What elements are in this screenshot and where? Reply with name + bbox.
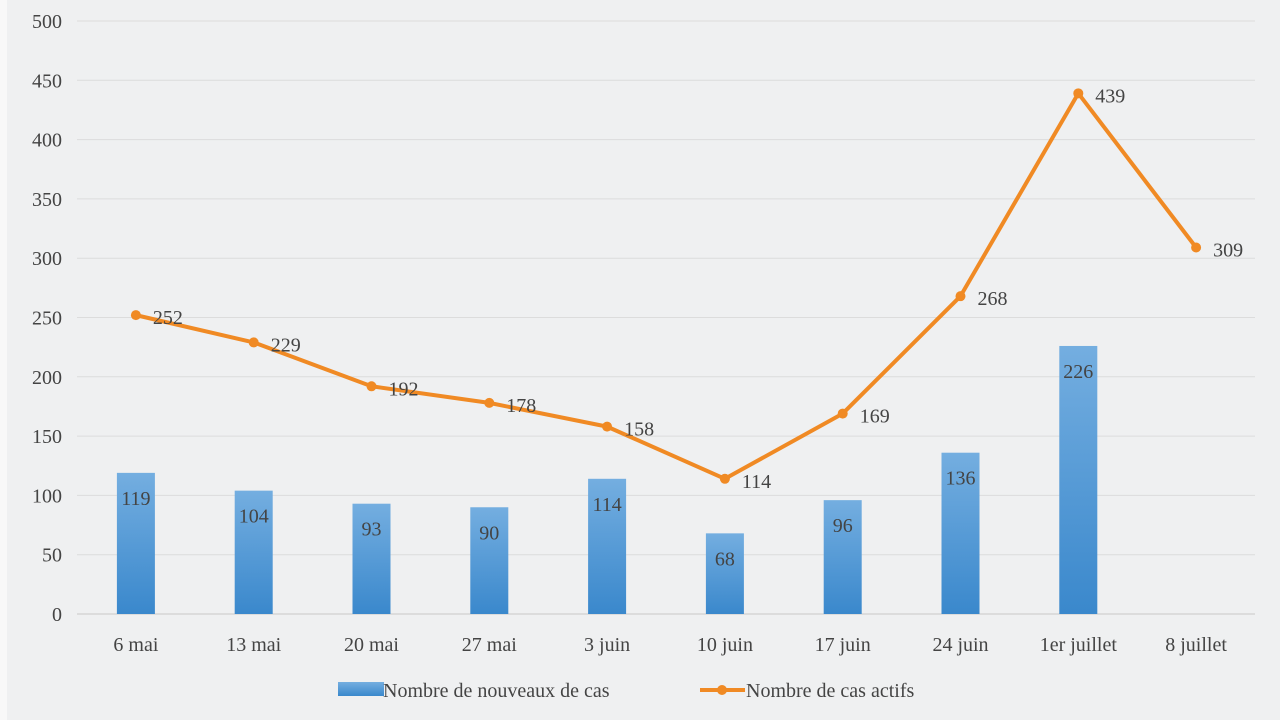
- line-data-label: 268: [978, 288, 1008, 310]
- x-tick-label: 24 juin: [932, 634, 988, 656]
- bar-data-label: 90: [479, 522, 499, 544]
- line-point: [1191, 242, 1202, 253]
- line-data-label: 158: [624, 419, 654, 441]
- y-tick-label: 450: [32, 70, 62, 92]
- x-tick-label: 1er juillet: [1040, 634, 1118, 656]
- line-point: [130, 310, 141, 321]
- legend-label-line: Nombre de cas actifs: [746, 680, 914, 702]
- x-tick-label: 13 mai: [226, 634, 281, 656]
- x-tick-label: 3 juin: [584, 634, 630, 656]
- bar: [116, 472, 155, 614]
- y-tick-label: 300: [32, 248, 62, 270]
- line-point: [248, 337, 259, 348]
- y-tick-label: 200: [32, 367, 62, 389]
- x-tick-label: 10 juin: [697, 634, 753, 656]
- bar-data-label: 93: [362, 519, 382, 541]
- bar-data-label: 114: [592, 494, 621, 516]
- line-data-label: 178: [506, 395, 536, 417]
- y-tick-label: 150: [32, 426, 62, 448]
- line-data-label: 192: [389, 378, 419, 400]
- line-point: [484, 397, 495, 408]
- combo-chart: 0 50 100 150 200 250 300 350 400 450 500 6 mai 13 ma…: [32, 11, 1255, 702]
- legend-label-bars: Nombre de nouveaux de cas: [383, 680, 610, 702]
- line-data-label: 169: [860, 406, 890, 428]
- x-tick-label: 27 mai: [462, 634, 517, 656]
- y-tick-label: 0: [52, 604, 62, 626]
- y-tick-label: 400: [32, 130, 62, 152]
- y-tick-label: 500: [32, 11, 62, 33]
- line-point: [719, 473, 730, 484]
- bar: [588, 478, 627, 614]
- bar-data-label: 226: [1063, 361, 1093, 383]
- line-point: [602, 421, 613, 432]
- bar: [470, 507, 509, 614]
- legend: Nombre de nouveaux de cas Nombre de cas …: [338, 680, 914, 702]
- line-point: [837, 408, 848, 419]
- x-tick-label: 8 juillet: [1165, 634, 1227, 656]
- x-tick-label: 6 mai: [113, 634, 158, 656]
- line-data-label: 309: [1213, 240, 1243, 262]
- line-data-label: 252: [153, 307, 183, 329]
- line-data-label: 439: [1095, 85, 1125, 107]
- line-data-label: 114: [742, 471, 771, 493]
- bar-data-label: 119: [121, 488, 150, 510]
- x-tick-label: 17 juin: [815, 634, 871, 656]
- bar: [1059, 345, 1098, 614]
- y-tick-label: 100: [32, 485, 62, 507]
- line-point: [366, 381, 377, 392]
- bar: [941, 452, 980, 614]
- line-point: [955, 291, 966, 302]
- bar: [823, 500, 862, 614]
- chart-container: 0 50 100 150 200 250 300 350 400 450 500 6 mai 13 ma…: [7, 0, 1280, 720]
- bar-data-label: 68: [715, 548, 735, 570]
- y-tick-label: 250: [32, 308, 62, 330]
- bar-data-label: 104: [239, 506, 269, 528]
- bar-data-label: 96: [833, 515, 853, 537]
- legend-marker: [717, 685, 727, 695]
- line-data-label: 229: [271, 334, 301, 356]
- bar-data-label: 136: [946, 468, 976, 490]
- legend-swatch-bars: [338, 682, 384, 696]
- y-tick-label: 350: [32, 189, 62, 211]
- line-series: [135, 91, 1198, 481]
- x-tick-label: 20 mai: [344, 634, 399, 656]
- y-tick-label: 50: [42, 545, 62, 567]
- bar: [352, 503, 391, 614]
- bar: [705, 533, 744, 614]
- bar: [234, 490, 273, 614]
- line-point: [1073, 88, 1084, 99]
